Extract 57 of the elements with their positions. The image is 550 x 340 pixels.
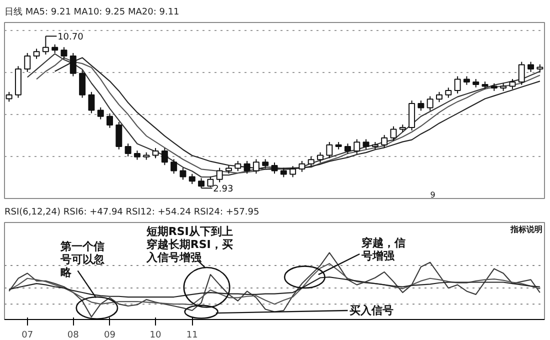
candlestick: [298, 160, 306, 172]
candlestick: [188, 173, 196, 185]
annotation: 买入信号: [350, 304, 394, 318]
x-tick-label: 10: [150, 330, 162, 340]
candlestick: [362, 138, 370, 150]
chart-title: 日线 MA5: 9.21 MA10: 9.25 MA20: 9.11: [4, 6, 180, 18]
candlestick: [152, 148, 159, 159]
candlestick: [180, 167, 186, 180]
candlestick: [354, 138, 360, 154]
candlestick: [445, 87, 452, 98]
candlestick: [344, 143, 351, 154]
candlestick: [381, 134, 388, 148]
candlestick: [426, 96, 434, 112]
candlestick: [518, 61, 525, 86]
candlestick: [161, 148, 168, 166]
candlestick: [252, 158, 260, 174]
candlestick: [124, 143, 132, 157]
annotation: 短期RSI从下到上穿越长期RSI，买入信号增强: [145, 225, 233, 264]
candlestick: [280, 167, 287, 178]
candlestick: [33, 48, 40, 60]
candlestick: [317, 152, 324, 164]
x-tick-label: 09: [104, 330, 116, 340]
candlestick: [528, 61, 534, 72]
annotation: 第一个信号可以忽略: [59, 240, 106, 279]
candlestick: [70, 52, 76, 77]
candlestick: [24, 52, 31, 72]
candlestick: [170, 158, 178, 174]
candlestick: [234, 160, 242, 172]
candlestick: [509, 78, 516, 90]
text: 指标说明: [510, 225, 543, 234]
candlestick: [290, 166, 296, 178]
x-tick-label: 11: [186, 330, 198, 340]
candlestick: [106, 112, 113, 128]
candlestick: [60, 46, 68, 60]
candlestick: [134, 150, 140, 160]
candlestick: [6, 91, 12, 102]
candlestick: [116, 122, 122, 150]
candlestick: [418, 100, 424, 112]
candlestick: [454, 76, 461, 94]
candlestick: [271, 162, 278, 174]
candlestick: [79, 70, 86, 98]
candlestick: [436, 91, 442, 103]
annotation: 2.93: [213, 184, 234, 195]
x-tick-label: 07: [22, 330, 34, 340]
annotation: 10.70: [58, 32, 84, 43]
candlestick: [326, 141, 333, 159]
candlestick: [88, 91, 95, 114]
candlestick: [216, 167, 223, 183]
candlestick: [390, 126, 397, 142]
annotation: 9: [430, 190, 436, 200]
annotation: 穿越，信号增强: [360, 236, 406, 263]
candlestick: [308, 156, 314, 168]
candlestick: [262, 158, 269, 169]
x-tick-label: 08: [67, 330, 80, 340]
chart-title: RSI(6,12,24) RSI6: +47.94 RSI12: +54.24 RSI24: +57.95: [4, 208, 260, 218]
candlestick: [97, 106, 104, 120]
candlestick: [244, 160, 250, 174]
